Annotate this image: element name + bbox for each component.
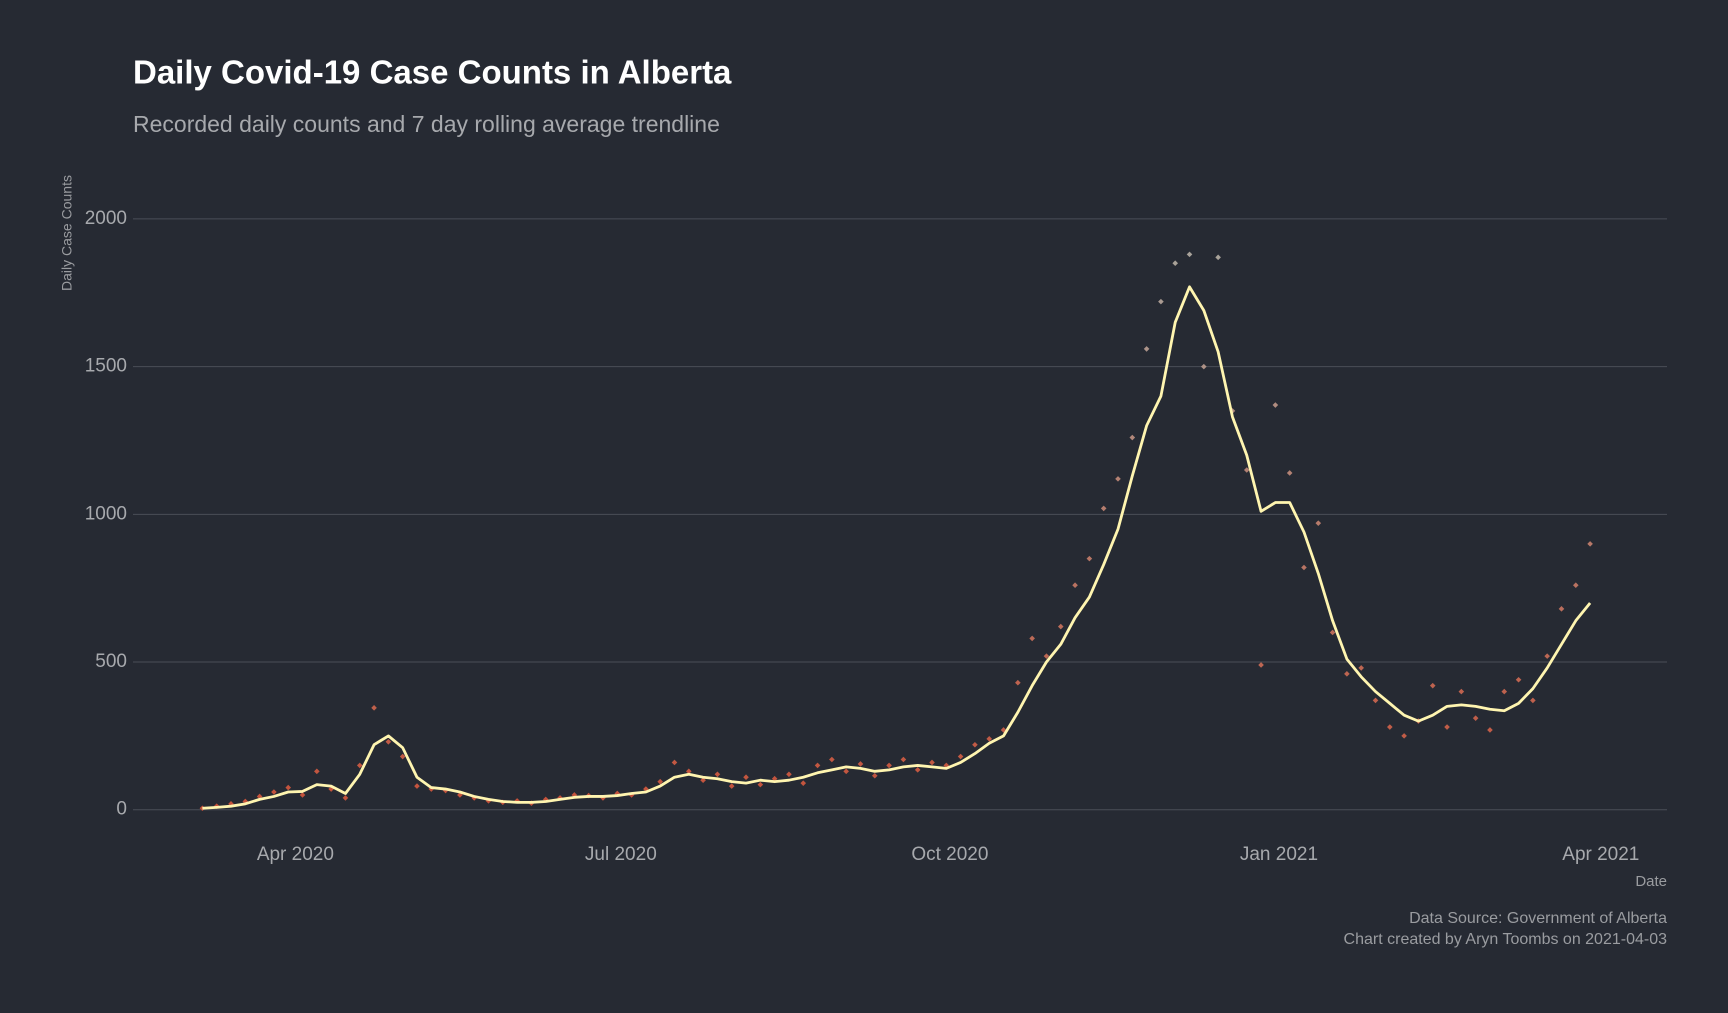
data-point — [356, 762, 363, 769]
data-point — [743, 774, 749, 781]
trend-line — [202, 285, 1592, 810]
data-point — [1515, 676, 1522, 683]
data-point — [686, 768, 692, 775]
data-point — [399, 753, 406, 760]
data-point — [771, 775, 778, 782]
data-point — [299, 792, 306, 798]
data-point — [900, 756, 907, 763]
data-point — [714, 771, 721, 778]
data-point — [1358, 665, 1365, 671]
data-point — [1458, 688, 1465, 695]
data-point — [829, 756, 835, 763]
data-point — [1286, 470, 1293, 476]
y-tick-label: 0 — [116, 799, 127, 820]
data-point — [1258, 662, 1264, 668]
data-point — [1115, 476, 1121, 482]
data-point — [485, 798, 492, 804]
data-point — [957, 753, 964, 760]
data-point — [1215, 254, 1221, 261]
data-point — [1344, 671, 1350, 677]
data-point — [1372, 697, 1379, 704]
x-tick-label: Apr 2021 — [1562, 844, 1639, 865]
data-point — [1544, 653, 1550, 659]
data-point — [1315, 520, 1322, 526]
data-point — [1301, 564, 1307, 571]
data-point — [1072, 582, 1078, 589]
x-tick-label: Apr 2020 — [257, 844, 334, 865]
x-tick-label: Oct 2020 — [911, 844, 988, 865]
y-tick-label: 1000 — [85, 503, 127, 524]
data-point — [929, 759, 935, 766]
data-point — [1086, 555, 1093, 562]
data-point — [314, 768, 320, 775]
data-point — [1029, 635, 1035, 642]
data-point — [972, 741, 978, 748]
data-point — [1401, 733, 1407, 739]
data-point — [1587, 541, 1593, 547]
data-point — [1329, 629, 1336, 636]
data-point — [285, 784, 292, 791]
x-axis-label: Date — [1635, 873, 1667, 890]
y-tick-label: 1500 — [85, 356, 127, 377]
data-point — [814, 762, 821, 769]
data-point — [1057, 623, 1064, 630]
data-point — [1243, 467, 1250, 473]
data-point — [1501, 688, 1508, 695]
data-point — [1129, 434, 1136, 441]
data-point — [871, 772, 878, 779]
data-point — [385, 738, 392, 745]
data-point — [342, 795, 349, 801]
y-tick-label: 2000 — [85, 208, 127, 229]
data-point — [671, 759, 678, 766]
x-tick-label: Jul 2020 — [585, 844, 657, 865]
data-point — [1172, 260, 1179, 267]
data-point — [271, 789, 277, 795]
data-point — [1000, 727, 1007, 733]
data-point — [1572, 582, 1579, 589]
data-point — [857, 761, 864, 767]
data-point — [657, 778, 663, 785]
data-point — [1158, 298, 1164, 305]
caption: Chart created by Aryn Toombs on 2021-04-… — [1344, 931, 1668, 948]
data-point — [1487, 727, 1493, 733]
data-point — [1272, 402, 1279, 408]
data-point — [914, 767, 921, 773]
data-point — [1444, 724, 1450, 730]
data-point — [414, 783, 420, 789]
chart-title: Daily Covid-19 Case Counts in Alberta — [133, 54, 732, 91]
data-point — [1387, 724, 1393, 730]
data-point — [886, 762, 892, 769]
data-point — [228, 801, 234, 807]
x-tick-label: Jan 2021 — [1240, 844, 1318, 865]
data-point — [1530, 697, 1536, 704]
data-point — [371, 705, 377, 711]
data-point — [1472, 715, 1479, 721]
data-point — [757, 781, 764, 788]
data-point — [728, 783, 735, 789]
caption: Data Source: Government of Alberta — [1409, 910, 1667, 927]
data-point — [943, 762, 950, 769]
data-point — [1201, 363, 1207, 370]
data-point — [1143, 346, 1150, 352]
data-point — [700, 777, 706, 783]
data-point — [1186, 251, 1193, 258]
chart-subtitle: Recorded daily counts and 7 day rolling … — [133, 111, 720, 137]
data-point — [843, 768, 849, 775]
data-point — [786, 771, 792, 778]
data-point — [1015, 679, 1021, 686]
data-point — [542, 796, 549, 803]
data-point — [1558, 606, 1565, 612]
y-tick-label: 500 — [95, 651, 127, 672]
data-point — [1043, 653, 1050, 659]
data-point — [643, 786, 649, 792]
data-point — [1429, 682, 1436, 689]
data-point — [242, 798, 249, 805]
data-point — [986, 736, 993, 742]
data-point — [1100, 505, 1107, 512]
y-axis-label: Daily Case Counts — [59, 175, 75, 291]
data-point — [800, 780, 807, 786]
